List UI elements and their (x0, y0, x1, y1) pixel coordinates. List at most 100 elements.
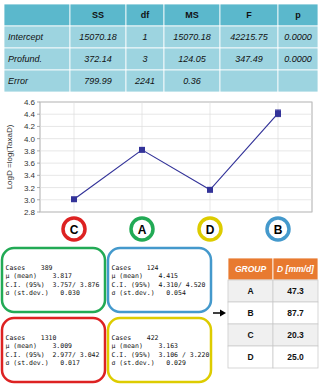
table-cell (228, 346, 273, 368)
stats-line: C.I. (95%) 3.757/ 3.876 (6, 281, 100, 289)
arrow (213, 310, 226, 317)
y-tick (37, 212, 40, 213)
table-cell (4, 26, 70, 48)
cell-text: A (247, 286, 253, 296)
y-grid-line (40, 150, 312, 151)
y-tick (37, 114, 40, 115)
category-label: B (274, 223, 283, 237)
stats-box (2, 318, 105, 382)
x-grid-line (278, 102, 279, 212)
stats-box (108, 248, 211, 312)
y-tick-label: 3.0 (24, 196, 36, 205)
y-grid-line (40, 114, 312, 115)
table-cell (220, 48, 278, 70)
stats-line: σ (st.dev.) 0.017 (6, 359, 80, 367)
mean-marker (275, 110, 281, 116)
stats-text: Cases 389μ (mean) 3.817C.I. (95%) 3.757/… (6, 264, 100, 298)
cell-text: 2241 (134, 76, 155, 86)
y-tick (37, 102, 40, 103)
column-header: F (246, 10, 252, 20)
table-cell (228, 324, 273, 346)
cell-text: 42215.75 (230, 32, 269, 42)
mean-marker (139, 147, 145, 153)
cell-text: 0.0000 (284, 54, 312, 64)
plot-data (71, 110, 281, 202)
table-cell (278, 48, 318, 70)
table-cell (164, 26, 220, 48)
y-tick (37, 150, 40, 151)
table-cell (228, 280, 273, 302)
category-label: C (70, 223, 79, 237)
y-tick-label: 4.6 (24, 98, 36, 107)
y-axis-label: LogD =log(TaxaD) (5, 124, 14, 189)
cell-text: 20.3 (287, 330, 304, 340)
stats-line: C.I. (95%) 2.977/ 3.042 (6, 351, 100, 359)
mean-marker (207, 187, 213, 193)
table-cell (278, 70, 318, 92)
arrow-shaft (213, 312, 221, 314)
cell-text: B (247, 308, 253, 318)
y-tick-label: 3.2 (24, 184, 36, 193)
y-tick-label: 3.4 (24, 171, 36, 180)
category-label: A (138, 223, 147, 237)
table-cell (126, 70, 164, 92)
cell-text: 347.49 (235, 54, 263, 64)
table-cell (273, 346, 318, 368)
stats-text: Cases 1310μ (mean) 3.009C.I. (95%) 2.977… (6, 334, 100, 368)
x-grid-line (74, 102, 75, 212)
stats-line: Cases 389 (6, 264, 53, 272)
y-grid-line (40, 212, 312, 213)
cell-text: 47.3 (287, 286, 304, 296)
stats-line: C.I. (95%) 4.310/ 4.520 (112, 281, 206, 289)
table-cell (126, 26, 164, 48)
y-tick-label: 4.4 (24, 110, 36, 119)
y-tick (37, 163, 40, 164)
table-cell (126, 48, 164, 70)
stats-box (2, 248, 105, 312)
cell-text: Intercept (8, 32, 44, 42)
y-tick (37, 175, 40, 176)
y-tick (37, 138, 40, 139)
table-cell (220, 70, 278, 92)
cell-text: 25.0 (287, 352, 304, 362)
y-grid-line (40, 138, 312, 139)
y-tick-label: 4.0 (24, 135, 36, 144)
y-grid-line (40, 163, 312, 164)
header-cell (164, 4, 220, 26)
cell-text: 87.7 (287, 308, 304, 318)
table-cell (220, 26, 278, 48)
stats-line: Cases 422 (112, 334, 159, 342)
header-cell (228, 258, 273, 280)
category-circle (267, 218, 289, 240)
stats-box (108, 318, 211, 382)
table-cell (273, 324, 318, 346)
y-grid-line (40, 187, 312, 188)
y-tick-label: 4.2 (24, 122, 36, 131)
table-cell (4, 48, 70, 70)
table-cell (228, 302, 273, 324)
column-header: df (141, 10, 150, 20)
y-grid-line (40, 175, 312, 176)
stats-text: Cases 422μ (mean) 3.163C.I. (95%) 3.106 … (112, 334, 210, 368)
table-cell (70, 48, 126, 70)
y-grid-line (40, 126, 312, 127)
category-circle (199, 218, 221, 240)
table-cell (164, 48, 220, 70)
cell-text: Error (8, 76, 29, 86)
x-grid-line (142, 102, 143, 212)
column-header: GROUP (235, 264, 267, 274)
stats-line: μ (mean) 3.163 (112, 342, 179, 350)
header-cell (278, 4, 318, 26)
mean-marker (71, 196, 77, 202)
stats-line: Cases 124 (112, 264, 159, 272)
column-header: p (295, 10, 301, 20)
stats-line: σ (st.dev.) 0.029 (112, 359, 186, 367)
plot-frame (40, 102, 312, 212)
cell-text: D (247, 352, 253, 362)
cell-text: C (247, 330, 253, 340)
stats-line: C.I. (95%) 3.106 / 3.220 (112, 351, 210, 359)
header-cell (126, 4, 164, 26)
column-header: D [mm/d] (277, 264, 315, 274)
cell-text: 124.05 (178, 54, 207, 64)
stats-boxes: Cases 389μ (mean) 3.817C.I. (95%) 3.757/… (2, 248, 211, 382)
